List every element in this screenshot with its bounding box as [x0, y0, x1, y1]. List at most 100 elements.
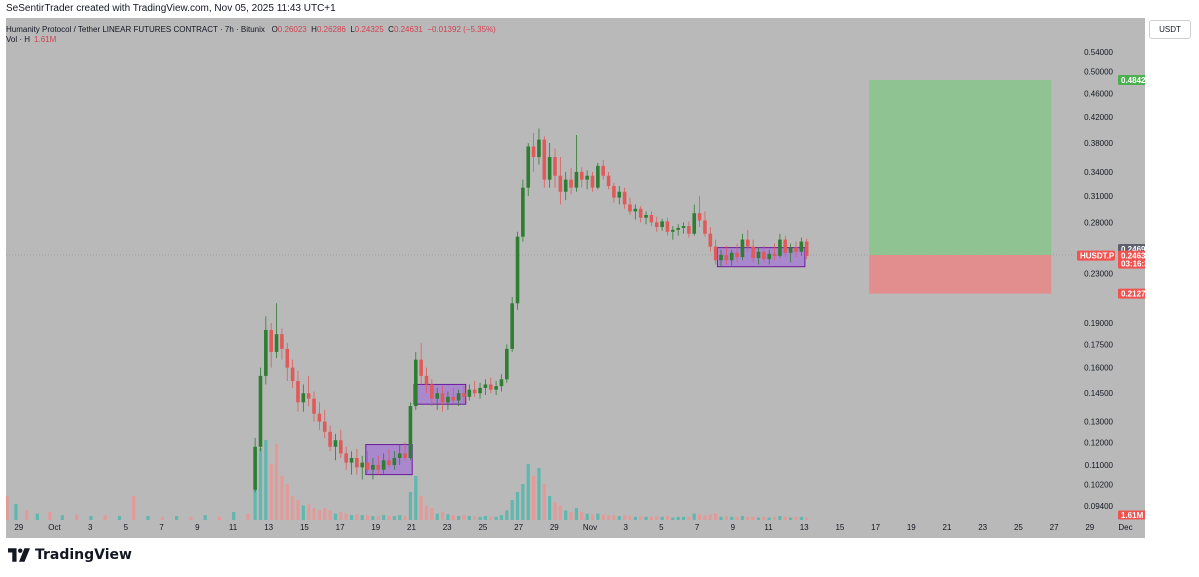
- candle-body: [579, 171, 584, 180]
- candle: [756, 247, 761, 265]
- candle-body: [633, 208, 638, 212]
- candle-body: [424, 375, 429, 385]
- price-tag: 0.24692: [1121, 245, 1145, 254]
- candle: [563, 171, 568, 201]
- price-tick-label: 0.14500: [1084, 389, 1113, 398]
- volume-bar: [48, 512, 52, 520]
- candle-body: [778, 239, 782, 256]
- candle-body: [526, 146, 531, 188]
- time-tick-label: 17: [336, 523, 345, 532]
- volume-bar: [649, 516, 653, 520]
- close-label: C: [388, 25, 394, 34]
- candle: [413, 351, 418, 410]
- volume-bar: [665, 516, 670, 520]
- time-tick-label: 7: [159, 523, 164, 532]
- volume-bar: [307, 504, 311, 520]
- candle: [676, 224, 680, 236]
- candle-body: [708, 233, 713, 247]
- chart-frame[interactable]: 0.54000 0.50000 0.46000 0.42000 0.38000 0.340…: [6, 18, 1145, 538]
- volume-bar: [274, 444, 279, 520]
- volume-bar: [751, 516, 755, 520]
- candle-body: [301, 393, 306, 403]
- candle: [767, 249, 772, 265]
- volume-bar: [526, 464, 530, 520]
- candle-body: [729, 252, 734, 261]
- price-chart[interactable]: 0.54000 0.50000 0.46000 0.42000 0.38000 0.340…: [6, 18, 1145, 538]
- time-tick-label: Nov: [583, 523, 597, 532]
- candle: [446, 391, 450, 410]
- volume-bar: [14, 504, 18, 520]
- candle: [430, 379, 434, 407]
- time-tick-label: 3: [623, 523, 628, 532]
- candle-body: [274, 334, 279, 352]
- candle-body: [381, 460, 386, 470]
- volume-bar: [291, 496, 295, 520]
- candle-body: [376, 464, 381, 470]
- candle: [317, 402, 322, 430]
- candle: [258, 367, 263, 452]
- time-tick-label: 13: [264, 523, 273, 532]
- currency-button[interactable]: USDT: [1149, 20, 1191, 39]
- candle: [467, 384, 472, 401]
- candle: [681, 222, 686, 234]
- time-tick-label: 15: [835, 523, 844, 532]
- candle: [628, 197, 632, 216]
- stop-zone[interactable]: [869, 254, 1052, 294]
- volume-bar: [794, 516, 798, 520]
- volume-bar: [676, 516, 680, 520]
- candle-body: [387, 460, 391, 465]
- volume-bar: [232, 512, 236, 520]
- volume-value: 1.61M: [34, 35, 57, 44]
- candle: [574, 134, 579, 192]
- candle-body: [660, 221, 664, 228]
- price-tick-label: 0.17500: [1084, 340, 1113, 349]
- candle-body: [756, 251, 761, 259]
- time-tick-label: 29: [14, 523, 23, 532]
- volume-bar: [687, 516, 691, 520]
- candle-body: [804, 241, 809, 256]
- volume-bar: [783, 516, 787, 520]
- candle: [703, 211, 707, 237]
- price-tag: 0.48426: [1121, 76, 1145, 85]
- volume-bar: [681, 516, 686, 520]
- candle-body: [622, 191, 627, 205]
- candle-body: [537, 139, 541, 158]
- candle-body: [397, 453, 402, 458]
- candle-body: [467, 389, 472, 397]
- volume-bar: [799, 516, 803, 520]
- candle: [472, 380, 477, 397]
- time-tick-label: 7: [695, 523, 700, 532]
- candle-body: [499, 379, 504, 387]
- volume-tag-bg: [1118, 510, 1145, 520]
- candle: [462, 386, 466, 403]
- candle-body: [553, 157, 557, 176]
- time-tick-label: 19: [907, 523, 916, 532]
- candle-body: [772, 253, 777, 256]
- candle-body: [515, 236, 520, 304]
- brand-name: TradingView: [35, 547, 132, 563]
- candle-body: [767, 253, 772, 260]
- volume-bar: [457, 516, 461, 520]
- candle: [671, 226, 675, 240]
- candle: [788, 243, 793, 263]
- time-tick-label: 21: [943, 523, 952, 532]
- candle-body: [569, 179, 573, 188]
- candle: [547, 143, 552, 188]
- volume-bar: [419, 496, 423, 520]
- candle-body: [285, 348, 290, 368]
- volume-bar: [430, 508, 434, 520]
- volume-bar: [633, 516, 637, 520]
- volume-bar: [328, 510, 332, 520]
- volume-bar: [440, 512, 445, 520]
- volume-bar: [580, 512, 584, 520]
- candle: [344, 446, 348, 470]
- candle: [269, 323, 273, 368]
- volume-bar: [660, 516, 664, 520]
- profit-zone[interactable]: [869, 80, 1052, 255]
- volume-bar: [489, 516, 493, 520]
- volume-bar: [323, 508, 327, 520]
- time-tick-label: 11: [764, 523, 773, 532]
- candle: [478, 382, 482, 399]
- volume-bar: [553, 502, 557, 520]
- candle-body: [413, 359, 418, 407]
